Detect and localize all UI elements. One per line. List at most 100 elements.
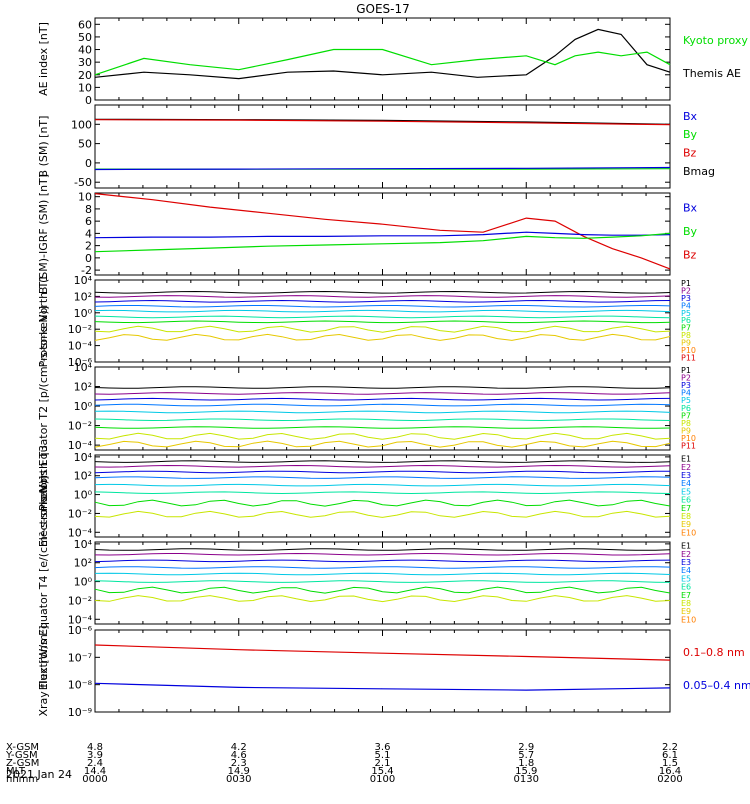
flux-channel-4: [95, 567, 670, 569]
y-tick-label: 10: [78, 191, 92, 204]
y-tick-label: 10⁻⁹: [68, 706, 92, 719]
legend-entry: 0.1–0.8 nm: [683, 646, 745, 659]
flux-channel-3: [95, 301, 670, 303]
y-tick-label: 10⁻⁴: [68, 340, 93, 353]
y-tick-label: 10⁻²: [68, 420, 92, 433]
series-0-05-0-4-nm: [95, 683, 670, 690]
flux-channel-2: [95, 554, 670, 556]
y-tick-label: 2: [85, 240, 92, 253]
y-tick-label: 10⁻²: [68, 594, 92, 607]
y-tick-label: 50: [78, 31, 92, 44]
y-tick-label: 10⁻⁷: [68, 651, 92, 664]
legend-entry: By: [683, 225, 698, 238]
orbit-table: X-GSMY-GSMZ-GSMMLThhmm4.83.92.414.400004…: [5, 742, 683, 785]
legend-entry: E10: [681, 528, 696, 537]
flux-channel-7: [95, 321, 670, 323]
legend-entry: P11: [681, 441, 696, 450]
y-axis-label: AE index [nT]: [37, 22, 50, 96]
y-axis-label: Xray flux [W/m²]: [37, 625, 50, 716]
y-tick-label: 10²: [74, 557, 92, 570]
flux-channel-8: [95, 326, 670, 332]
flux-channel-2: [95, 393, 670, 395]
orbit-value: 0200: [657, 774, 682, 785]
y-tick-label: 10²: [74, 290, 92, 303]
legend-entry: Bx: [683, 110, 698, 123]
legend-entry: P11: [681, 354, 696, 363]
series-bz: [95, 194, 670, 269]
legend-entry: Bz: [683, 147, 697, 160]
flux-channel-3: [95, 398, 670, 400]
flux-channel-6: [95, 419, 670, 421]
y-tick-label: 10²: [74, 470, 92, 483]
y-tick-label: 10⁻⁶: [68, 624, 93, 637]
legend-entry: E10: [681, 615, 696, 624]
y-tick-label: 4: [85, 227, 92, 240]
y-tick-label: 10⁰: [74, 400, 93, 413]
flux-channel-8: [95, 596, 670, 602]
y-tick-label: 30: [78, 56, 92, 69]
panel-frame: [95, 367, 670, 450]
y-axis-label: B (SM) [nT]: [37, 116, 50, 178]
flux-channel-1: [95, 549, 670, 551]
legend-entry: Themis AE: [682, 67, 741, 80]
flux-channel-7: [95, 587, 670, 593]
flux-channel-7: [95, 427, 670, 429]
flux-channel-5: [95, 484, 670, 486]
flux-channel-2: [95, 296, 670, 298]
legend-entry: By: [683, 128, 698, 141]
y-tick-label: 10⁴: [74, 538, 93, 551]
legend-entry: Bz: [683, 249, 697, 262]
date-label: 2021 Jan 24: [6, 768, 72, 781]
flux-channel-5: [95, 573, 670, 575]
orbit-value: 0030: [226, 774, 251, 785]
legend-entry: Bx: [683, 202, 698, 215]
panel-frame: [95, 105, 670, 188]
panel-8: 10⁻⁹ 10⁻⁸ 10⁻⁷ 10⁻⁶ Xray flux [W/m²] 0.1–0.8 …: [37, 624, 750, 719]
flux-channel-6: [95, 581, 670, 583]
flux-channel-6: [95, 316, 670, 318]
y-tick-label: 10⁰: [74, 576, 93, 589]
flux-channel-1: [95, 292, 670, 294]
flux-channel-6: [95, 492, 670, 494]
flux-channel-7: [95, 500, 670, 506]
orbit-value: 0000: [82, 774, 107, 785]
y-tick-label: 60: [78, 18, 92, 31]
legend-entry: Kyoto proxy AE: [683, 34, 750, 47]
legend-entry: Bmag: [683, 165, 715, 178]
flux-channel-8: [95, 433, 670, 439]
flux-channel-4: [95, 306, 670, 308]
y-tick-label: 10⁰: [74, 307, 93, 320]
y-tick-label: 10⁴: [74, 361, 93, 374]
flux-channel-5: [95, 310, 670, 312]
y-tick-label: 10⁻⁸: [68, 679, 93, 692]
flux-channel-8: [95, 511, 670, 517]
y-tick-label: 50: [78, 138, 92, 151]
y-tick-label: 10⁻²: [68, 323, 92, 336]
y-tick-label: 20: [78, 69, 92, 82]
y-tick-label: 10⁴: [74, 274, 93, 287]
y-tick-label: 0: [85, 252, 92, 265]
flux-channel-2: [95, 466, 670, 468]
y-tick-label: 10⁰: [74, 489, 93, 502]
y-tick-label: 10: [78, 81, 92, 94]
y-tick-label: 100: [71, 118, 92, 131]
y-tick-label: 0: [85, 94, 92, 107]
figure-title: GOES-17: [356, 2, 410, 16]
panel-frame: [95, 630, 670, 712]
y-tick-label: 10²: [74, 381, 92, 394]
flux-channel-1: [95, 387, 670, 389]
y-tick-label: 40: [78, 44, 92, 57]
flux-channel-1: [95, 461, 670, 463]
orbit-value: 0130: [514, 774, 539, 785]
y-tick-label: 10⁻²: [68, 507, 92, 520]
flux-channel-3: [95, 471, 670, 473]
flux-channel-5: [95, 411, 670, 413]
flux-channel-3: [95, 560, 670, 562]
